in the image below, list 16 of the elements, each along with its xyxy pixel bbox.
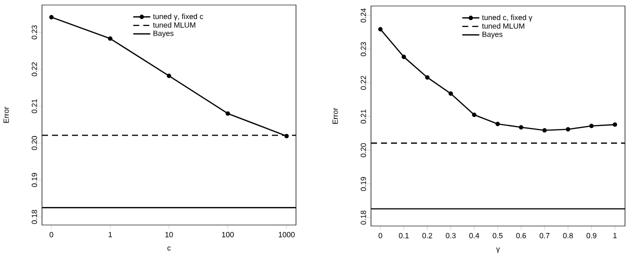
point [49,14,54,20]
point [226,111,230,116]
point [378,27,383,32]
point [425,75,430,80]
point [612,122,618,127]
point [402,54,406,60]
point [589,124,594,128]
point [108,36,112,41]
point [284,134,289,138]
point [472,112,476,118]
point [166,74,172,78]
point [566,127,570,132]
point [448,91,453,96]
point [518,125,524,130]
point [495,122,500,126]
point [542,128,547,133]
